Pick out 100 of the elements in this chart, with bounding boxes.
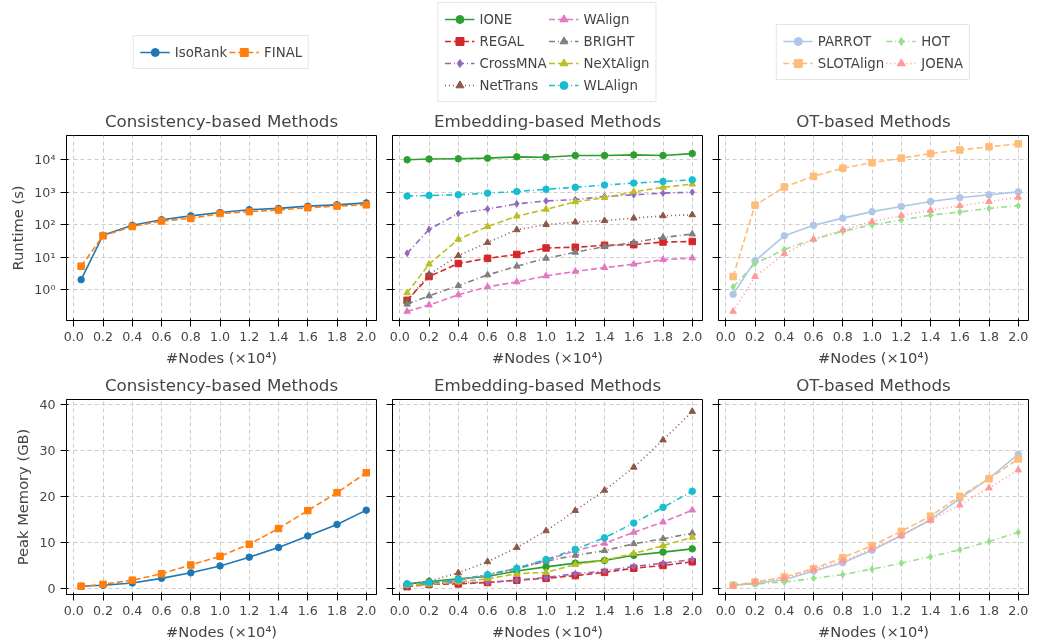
x-tick-label: 1.6	[949, 602, 970, 618]
legend-label: HOT	[921, 33, 950, 49]
x-tick-label: 1.4	[594, 602, 615, 618]
legend-label: CrossMNA	[479, 55, 547, 71]
x-tick-label: 1.6	[949, 328, 970, 344]
legend-label: JOENA	[921, 55, 964, 71]
y-tick-label: 10	[39, 534, 56, 550]
x-tick-label: 0.0	[715, 602, 736, 618]
x-tick-label: 0.8	[506, 328, 527, 344]
legend-label: WLAlign	[583, 77, 638, 93]
x-tick-label: 1.2	[891, 602, 912, 618]
x-tick-label: 2.0	[1008, 328, 1029, 344]
x-tick-label: 0.8	[832, 602, 853, 618]
x-tick-label: 0.2	[92, 602, 114, 618]
x-tick-label: 0.2	[744, 328, 766, 344]
chart-title: Consistency-based Methods	[104, 111, 339, 131]
x-tick-label: 1.0	[535, 602, 557, 618]
x-tick-label: 0.4	[448, 602, 469, 618]
x-tick-label: 0.8	[180, 602, 201, 618]
x-tick-label: 1.4	[268, 328, 289, 344]
x-tick-label: 0.6	[803, 602, 824, 618]
x-tick-label: 0.2	[418, 602, 440, 618]
x-tick-label: 1.8	[652, 328, 674, 344]
x-tick-label: 0.0	[389, 602, 410, 618]
x-tick-label: 1.0	[209, 328, 231, 344]
x-tick-label: 1.0	[861, 328, 883, 344]
x-tick-label: 0.2	[744, 602, 766, 618]
x-tick-label: 0.6	[151, 328, 172, 344]
x-tick-label: 0.6	[151, 602, 172, 618]
x-tick-label: 1.8	[978, 602, 1000, 618]
x-tick-label: 0.6	[803, 328, 824, 344]
x-axis-title: #Nodes (×10⁴)	[491, 622, 604, 640]
x-tick-label: 0.0	[63, 328, 84, 344]
x-tick-label: 0.8	[506, 602, 527, 618]
x-axis-title: #Nodes (×10⁴)	[817, 622, 930, 640]
x-tick-label: 1.2	[239, 602, 260, 618]
y-axis-title: Peak Memory (GB)	[14, 428, 32, 566]
x-tick-label: 1.2	[565, 602, 586, 618]
x-tick-label: 1.0	[209, 602, 231, 618]
y-tick-label: 30	[39, 442, 56, 458]
x-axis-title: #Nodes (×10⁴)	[165, 622, 278, 640]
x-tick-label: 2.0	[1008, 602, 1029, 618]
x-axis-title: #Nodes (×10⁴)	[817, 348, 930, 366]
x-tick-label: 1.6	[297, 328, 318, 344]
legend-label: FINAL	[264, 44, 303, 60]
x-tick-label: 1.6	[623, 602, 644, 618]
y-tick-label: 10³	[34, 184, 56, 200]
y-tick-label: 10¹	[34, 249, 56, 265]
x-tick-label: 1.0	[535, 328, 557, 344]
x-tick-label: 0.2	[418, 328, 440, 344]
x-tick-label: 1.8	[652, 602, 674, 618]
x-tick-label: 1.2	[891, 328, 912, 344]
x-tick-label: 2.0	[682, 328, 703, 344]
chart-title: Embedding-based Methods	[433, 375, 662, 395]
x-tick-label: 1.0	[861, 602, 883, 618]
x-tick-label: 0.4	[774, 602, 795, 618]
y-tick-label: 0	[47, 581, 56, 597]
x-axis-title: #Nodes (×10⁴)	[491, 348, 604, 366]
x-tick-label: 2.0	[682, 602, 703, 618]
x-tick-label: 0.6	[477, 602, 498, 618]
legend-label: PARROT	[817, 33, 872, 49]
legend-label: IONE	[479, 11, 513, 27]
legend-label: REGAL	[479, 33, 525, 49]
x-tick-label: 1.2	[239, 328, 260, 344]
x-tick-label: 2.0	[356, 328, 377, 344]
x-axis-title: #Nodes (×10⁴)	[165, 348, 278, 366]
x-tick-label: 1.6	[297, 602, 318, 618]
x-tick-label: 0.0	[715, 328, 736, 344]
x-tick-label: 0.6	[477, 328, 498, 344]
chart-title: OT-based Methods	[796, 111, 951, 131]
x-tick-label: 0.0	[63, 602, 84, 618]
y-tick-label: 10⁰	[34, 281, 56, 297]
chart-title: Embedding-based Methods	[433, 111, 662, 131]
x-tick-label: 1.4	[594, 328, 615, 344]
chart-title: OT-based Methods	[796, 375, 951, 395]
legend-label: BRIGHT	[583, 33, 635, 49]
legend-label: NeXtAlign	[583, 55, 650, 71]
legend-label: IsoRank	[174, 44, 228, 60]
x-tick-label: 1.4	[268, 602, 289, 618]
x-tick-label: 1.6	[623, 328, 644, 344]
x-tick-label: 0.0	[389, 328, 410, 344]
x-tick-label: 2.0	[356, 602, 377, 618]
y-tick-label: 40	[39, 396, 56, 412]
legend-label: SLOTAlign	[817, 55, 885, 71]
y-tick-label: 10²	[34, 217, 56, 233]
x-tick-label: 0.4	[122, 328, 143, 344]
x-tick-label: 1.8	[326, 602, 348, 618]
x-tick-label: 1.2	[565, 328, 586, 344]
legend-label: NetTrans	[479, 77, 539, 93]
x-tick-label: 0.4	[774, 328, 795, 344]
y-tick-label: 20	[39, 488, 56, 504]
x-tick-label: 0.4	[448, 328, 469, 344]
y-axis-title: Runtime (s)	[9, 185, 27, 271]
x-tick-label: 0.2	[92, 328, 114, 344]
chart-title: Consistency-based Methods	[104, 375, 339, 395]
x-tick-label: 0.8	[832, 328, 853, 344]
x-tick-label: 1.8	[978, 328, 1000, 344]
y-tick-label: 10⁴	[34, 152, 56, 168]
x-tick-label: 0.8	[180, 328, 201, 344]
x-tick-label: 1.8	[326, 328, 348, 344]
